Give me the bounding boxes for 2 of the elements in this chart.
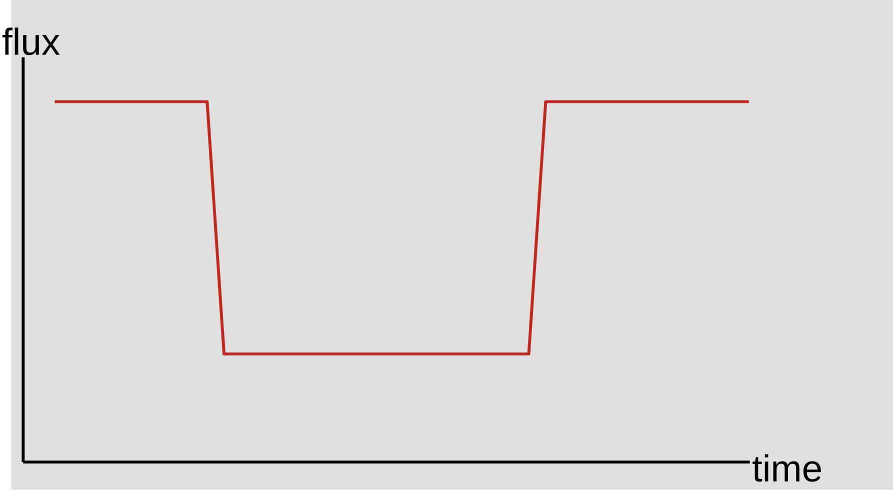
y-axis-title: flux <box>2 28 60 56</box>
x-axis-title: time <box>752 454 821 482</box>
